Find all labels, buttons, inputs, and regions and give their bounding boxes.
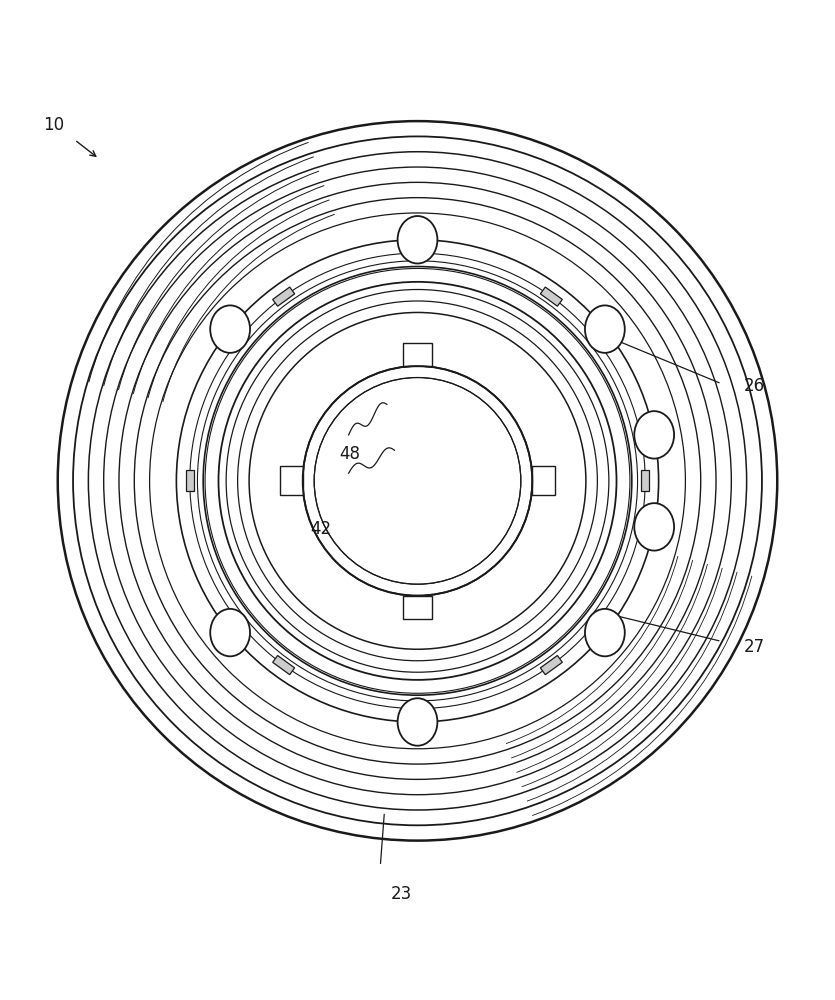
Ellipse shape [585,609,625,656]
Polygon shape [273,655,295,675]
Polygon shape [403,343,432,366]
Text: 48: 48 [339,445,360,463]
Ellipse shape [210,609,250,656]
Polygon shape [185,470,194,491]
Ellipse shape [635,503,674,551]
Polygon shape [540,655,562,675]
Text: 26: 26 [744,377,765,395]
Ellipse shape [397,216,438,263]
Ellipse shape [635,411,674,459]
Text: 27: 27 [744,638,765,656]
Ellipse shape [585,305,625,353]
Text: 23: 23 [390,885,412,903]
Polygon shape [273,287,295,306]
Ellipse shape [397,698,438,746]
Text: 42: 42 [310,520,331,538]
Text: 10: 10 [43,116,64,134]
Ellipse shape [210,305,250,353]
Polygon shape [641,470,650,491]
Polygon shape [403,596,432,619]
Polygon shape [540,287,562,306]
Polygon shape [533,466,555,495]
Polygon shape [280,466,302,495]
